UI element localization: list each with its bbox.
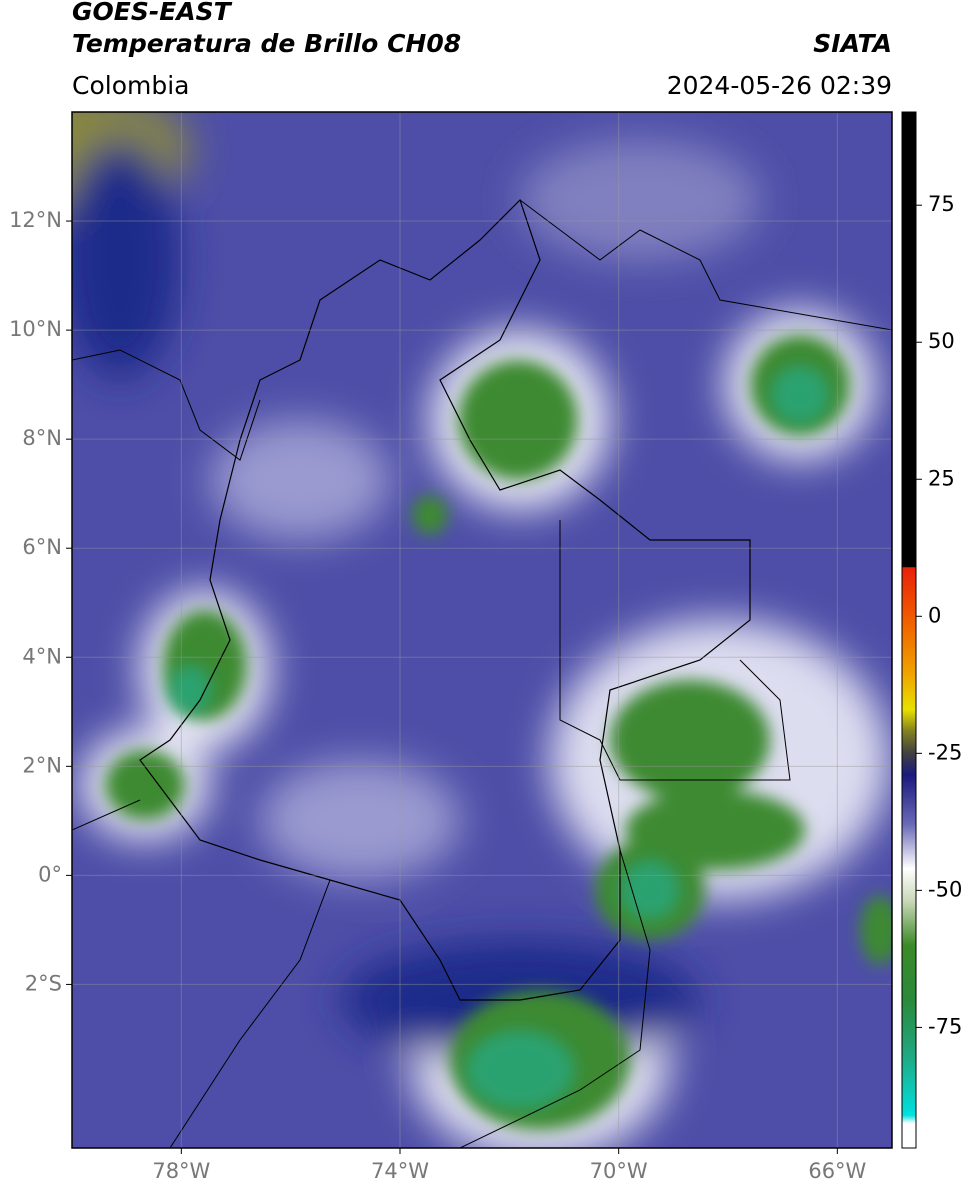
y-tick-label: 2°N	[22, 753, 62, 777]
y-tick-label: 8°N	[22, 426, 62, 450]
colorbar-label: 75	[928, 192, 955, 216]
subtitle: Temperatura de Brillo CH08	[72, 29, 461, 58]
x-tick-label: 78°W	[152, 1159, 210, 1183]
region: Colombia	[72, 71, 189, 100]
y-tick-label: 4°N	[22, 644, 62, 668]
source: SIATA	[813, 29, 892, 58]
colorbar	[901, 111, 917, 1149]
x-tick-label: 66°W	[808, 1159, 866, 1183]
y-tick-label: 2°S	[25, 971, 62, 995]
y-tick-label: 0°	[38, 862, 62, 886]
datetime: 2024-05-26 02:39	[667, 71, 892, 100]
x-tick-label: 74°W	[371, 1159, 429, 1183]
coldest-cores	[168, 365, 830, 1110]
colorbar-label: -25	[928, 740, 962, 764]
colorbar-label: -50	[928, 877, 962, 901]
colorbar-label: -75	[928, 1014, 962, 1038]
colorbar-label: 25	[928, 466, 955, 490]
map-frame	[71, 111, 893, 1149]
colorbar-label: 50	[928, 329, 955, 353]
borders	[72, 199, 892, 1148]
country-border	[139, 198, 751, 1001]
title: GOES-EAST	[72, 0, 233, 26]
colorbar-label: 0	[928, 603, 941, 627]
y-tick-label: 6°N	[22, 535, 62, 559]
y-tick-label: 12°N	[9, 208, 62, 232]
y-tick-label: 10°N	[9, 317, 62, 341]
grid	[72, 112, 892, 1148]
x-tick-label: 70°W	[590, 1159, 648, 1183]
map-imagery	[72, 112, 892, 1148]
